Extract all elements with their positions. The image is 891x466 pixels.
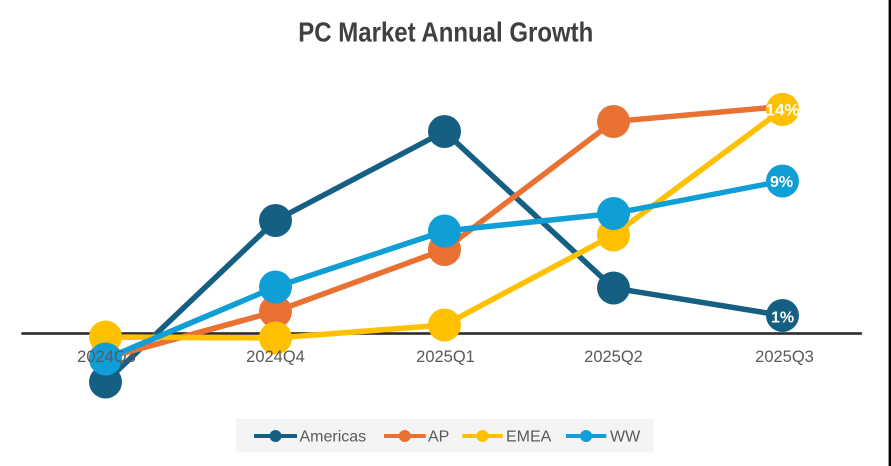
svg-text:AP: AP (428, 429, 449, 446)
svg-text:PC Market Annual Growth: PC Market Annual Growth (298, 16, 593, 47)
svg-text:14%: 14% (765, 101, 799, 120)
svg-text:WW: WW (610, 429, 641, 446)
svg-text:9%: 9% (770, 174, 793, 191)
svg-text:EMEA: EMEA (506, 429, 552, 446)
svg-text:1%: 1% (771, 310, 794, 327)
svg-text:2025Q1: 2025Q1 (416, 348, 475, 366)
svg-text:Americas: Americas (300, 429, 367, 446)
svg-text:2025Q3: 2025Q3 (755, 348, 814, 366)
svg-text:2025Q2: 2025Q2 (584, 348, 643, 366)
svg-text:2024Q4: 2024Q4 (246, 348, 305, 366)
svg-text:2024Q3: 2024Q3 (77, 348, 136, 366)
